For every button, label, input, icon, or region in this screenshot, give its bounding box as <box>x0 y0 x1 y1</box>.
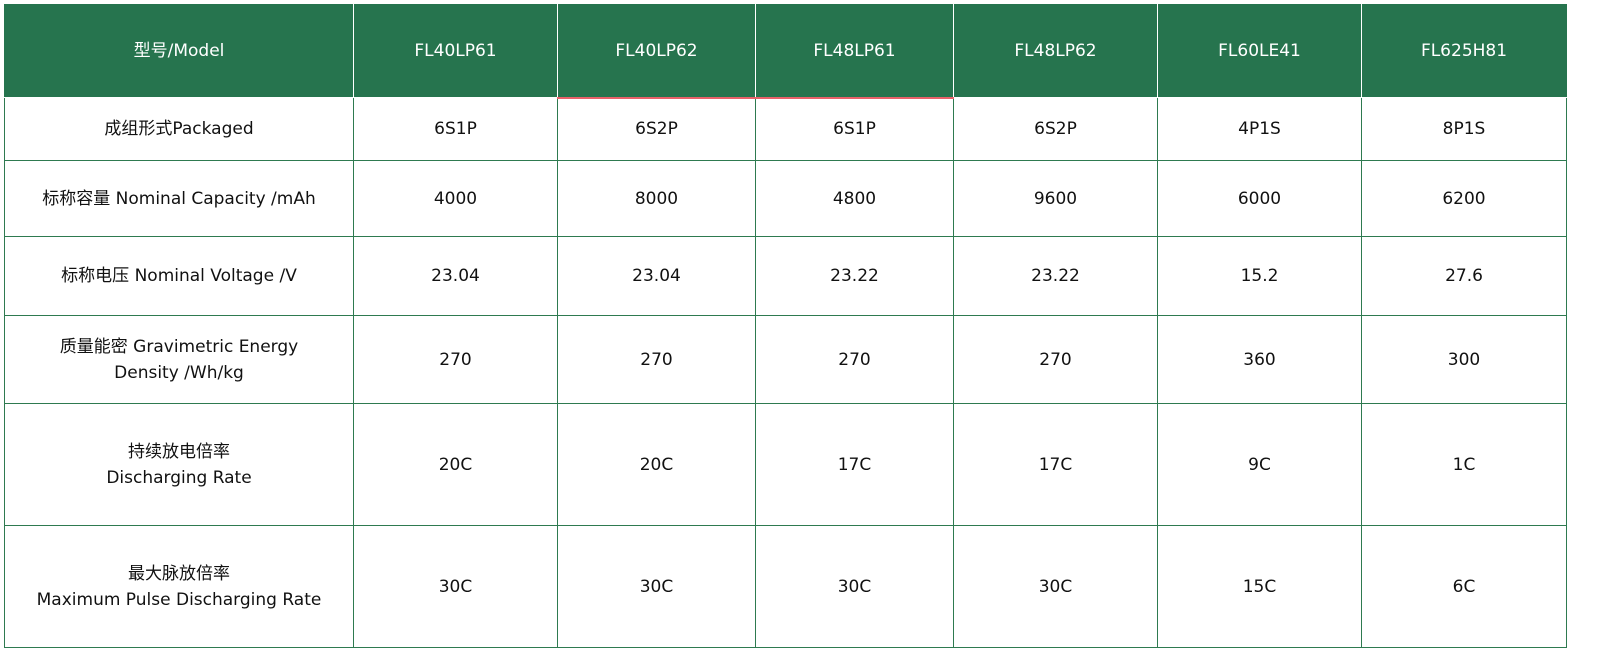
cell-value: 27.6 <box>1361 236 1567 316</box>
cell-value: 6S1P <box>755 97 954 161</box>
cell-value: 6S1P <box>353 97 558 161</box>
cell-value: 23.04 <box>353 236 558 316</box>
row-label: 质量能密 Gravimetric Energy Density /Wh/kg <box>4 315 354 404</box>
cell-value: 20C <box>557 403 756 526</box>
cell-value: 30C <box>755 525 954 648</box>
table-row: 标称容量 Nominal Capacity /mAh 4000 8000 4800 96… <box>4 160 1567 237</box>
cell-value: 4800 <box>755 160 954 237</box>
cell-value: 8000 <box>557 160 756 237</box>
cell-value: 300 <box>1361 315 1567 404</box>
row-label: 持续放电倍率 Discharging Rate <box>4 403 354 526</box>
header-model: FL48LP61 <box>755 4 954 99</box>
cell-value: 6S2P <box>557 97 756 161</box>
cell-value: 360 <box>1157 315 1362 404</box>
cell-value: 23.22 <box>755 236 954 316</box>
cell-value: 17C <box>755 403 954 526</box>
cell-value: 20C <box>353 403 558 526</box>
cell-value: 9600 <box>953 160 1158 237</box>
cell-value: 270 <box>755 315 954 404</box>
row-label: 最大脉放倍率 Maximum Pulse Discharging Rate <box>4 525 354 648</box>
row-label: 成组形式Packaged <box>4 97 354 161</box>
header-model-label: 型号/Model <box>4 4 354 98</box>
cell-value: 4P1S <box>1157 97 1362 161</box>
cell-value: 4000 <box>353 160 558 237</box>
cell-value: 23.22 <box>953 236 1158 316</box>
header-model: FL60LE41 <box>1157 4 1362 98</box>
cell-value: 15.2 <box>1157 236 1362 316</box>
header-row: 型号/Model FL40LP61 FL40LP62 FL48LP61 FL48… <box>4 4 1567 99</box>
cell-value: 15C <box>1157 525 1362 648</box>
spec-table: 型号/Model FL40LP61 FL40LP62 FL48LP61 FL48… <box>4 4 1567 648</box>
header-model: FL40LP61 <box>353 4 558 98</box>
table-row: 成组形式Packaged 6S1P 6S2P 6S1P 6S2P 4P1S 8P1S <box>4 97 1567 161</box>
header-model: FL40LP62 <box>557 4 756 99</box>
table-row: 持续放电倍率 Discharging Rate 20C 20C 17C 17C 9C 1C <box>4 403 1567 526</box>
cell-value: 30C <box>353 525 558 648</box>
cell-value: 23.04 <box>557 236 756 316</box>
cell-value: 1C <box>1361 403 1567 526</box>
cell-value: 6200 <box>1361 160 1567 237</box>
table-row: 质量能密 Gravimetric Energy Density /Wh/kg 27… <box>4 315 1567 404</box>
cell-value: 270 <box>557 315 756 404</box>
header-model: FL625H81 <box>1361 4 1567 98</box>
cell-value: 30C <box>557 525 756 648</box>
cell-value: 9C <box>1157 403 1362 526</box>
header-model: FL48LP62 <box>953 4 1158 98</box>
row-label: 标称容量 Nominal Capacity /mAh <box>4 160 354 237</box>
cell-value: 17C <box>953 403 1158 526</box>
cell-value: 30C <box>953 525 1158 648</box>
cell-value: 270 <box>353 315 558 404</box>
cell-value: 270 <box>953 315 1158 404</box>
table-row: 标称电压 Nominal Voltage /V 23.04 23.04 23.22 23… <box>4 236 1567 316</box>
cell-value: 6S2P <box>953 97 1158 161</box>
row-label: 标称电压 Nominal Voltage /V <box>4 236 354 316</box>
cell-value: 8P1S <box>1361 97 1567 161</box>
cell-value: 6000 <box>1157 160 1362 237</box>
cell-value: 6C <box>1361 525 1567 648</box>
table-row: 最大脉放倍率 Maximum Pulse Discharging Rate 30C… <box>4 525 1567 648</box>
